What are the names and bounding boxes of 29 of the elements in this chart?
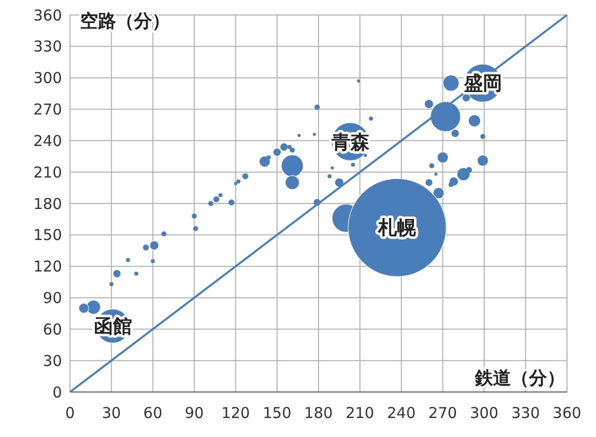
- x-tick-label: 90: [184, 404, 204, 422]
- x-tick-label: 0: [65, 404, 75, 422]
- annotation: 札幌: [377, 217, 418, 240]
- y-tick-label: 330: [33, 38, 62, 56]
- x-tick-label: 270: [428, 404, 458, 422]
- y-tick-label: 30: [42, 352, 62, 370]
- y-tick-label: 180: [33, 194, 62, 213]
- y-tick-label: 90: [42, 289, 62, 307]
- y-tick-label: 240: [33, 132, 62, 150]
- x-tick-label: 120: [221, 404, 250, 422]
- y-tick-label: 270: [33, 100, 62, 118]
- x-tick-label: 330: [511, 404, 540, 422]
- y-tick-label: 60: [42, 320, 62, 338]
- y-tick-label: 120: [33, 258, 62, 276]
- y-tick-label: 300: [33, 69, 62, 88]
- x-tick-label: 240: [387, 404, 416, 422]
- y-tick-label: 210: [33, 163, 62, 182]
- y-tick-label: 360: [33, 6, 62, 24]
- x-tick-label: 180: [304, 404, 333, 422]
- x-tick-label: 300: [470, 404, 498, 422]
- y-axis-title: 空路（分）: [80, 11, 170, 32]
- x-tick-label: 360: [552, 404, 582, 422]
- y-tick-label: 0: [52, 383, 62, 402]
- x-axis-title: 鉄道（分）: [474, 368, 565, 389]
- x-tick-label: 210: [346, 404, 374, 422]
- y-tick-label: 150: [33, 226, 62, 244]
- x-tick-label: 60: [143, 404, 162, 422]
- x-tick-label: 30: [102, 404, 121, 422]
- x-tick-label: 150: [262, 404, 292, 422]
